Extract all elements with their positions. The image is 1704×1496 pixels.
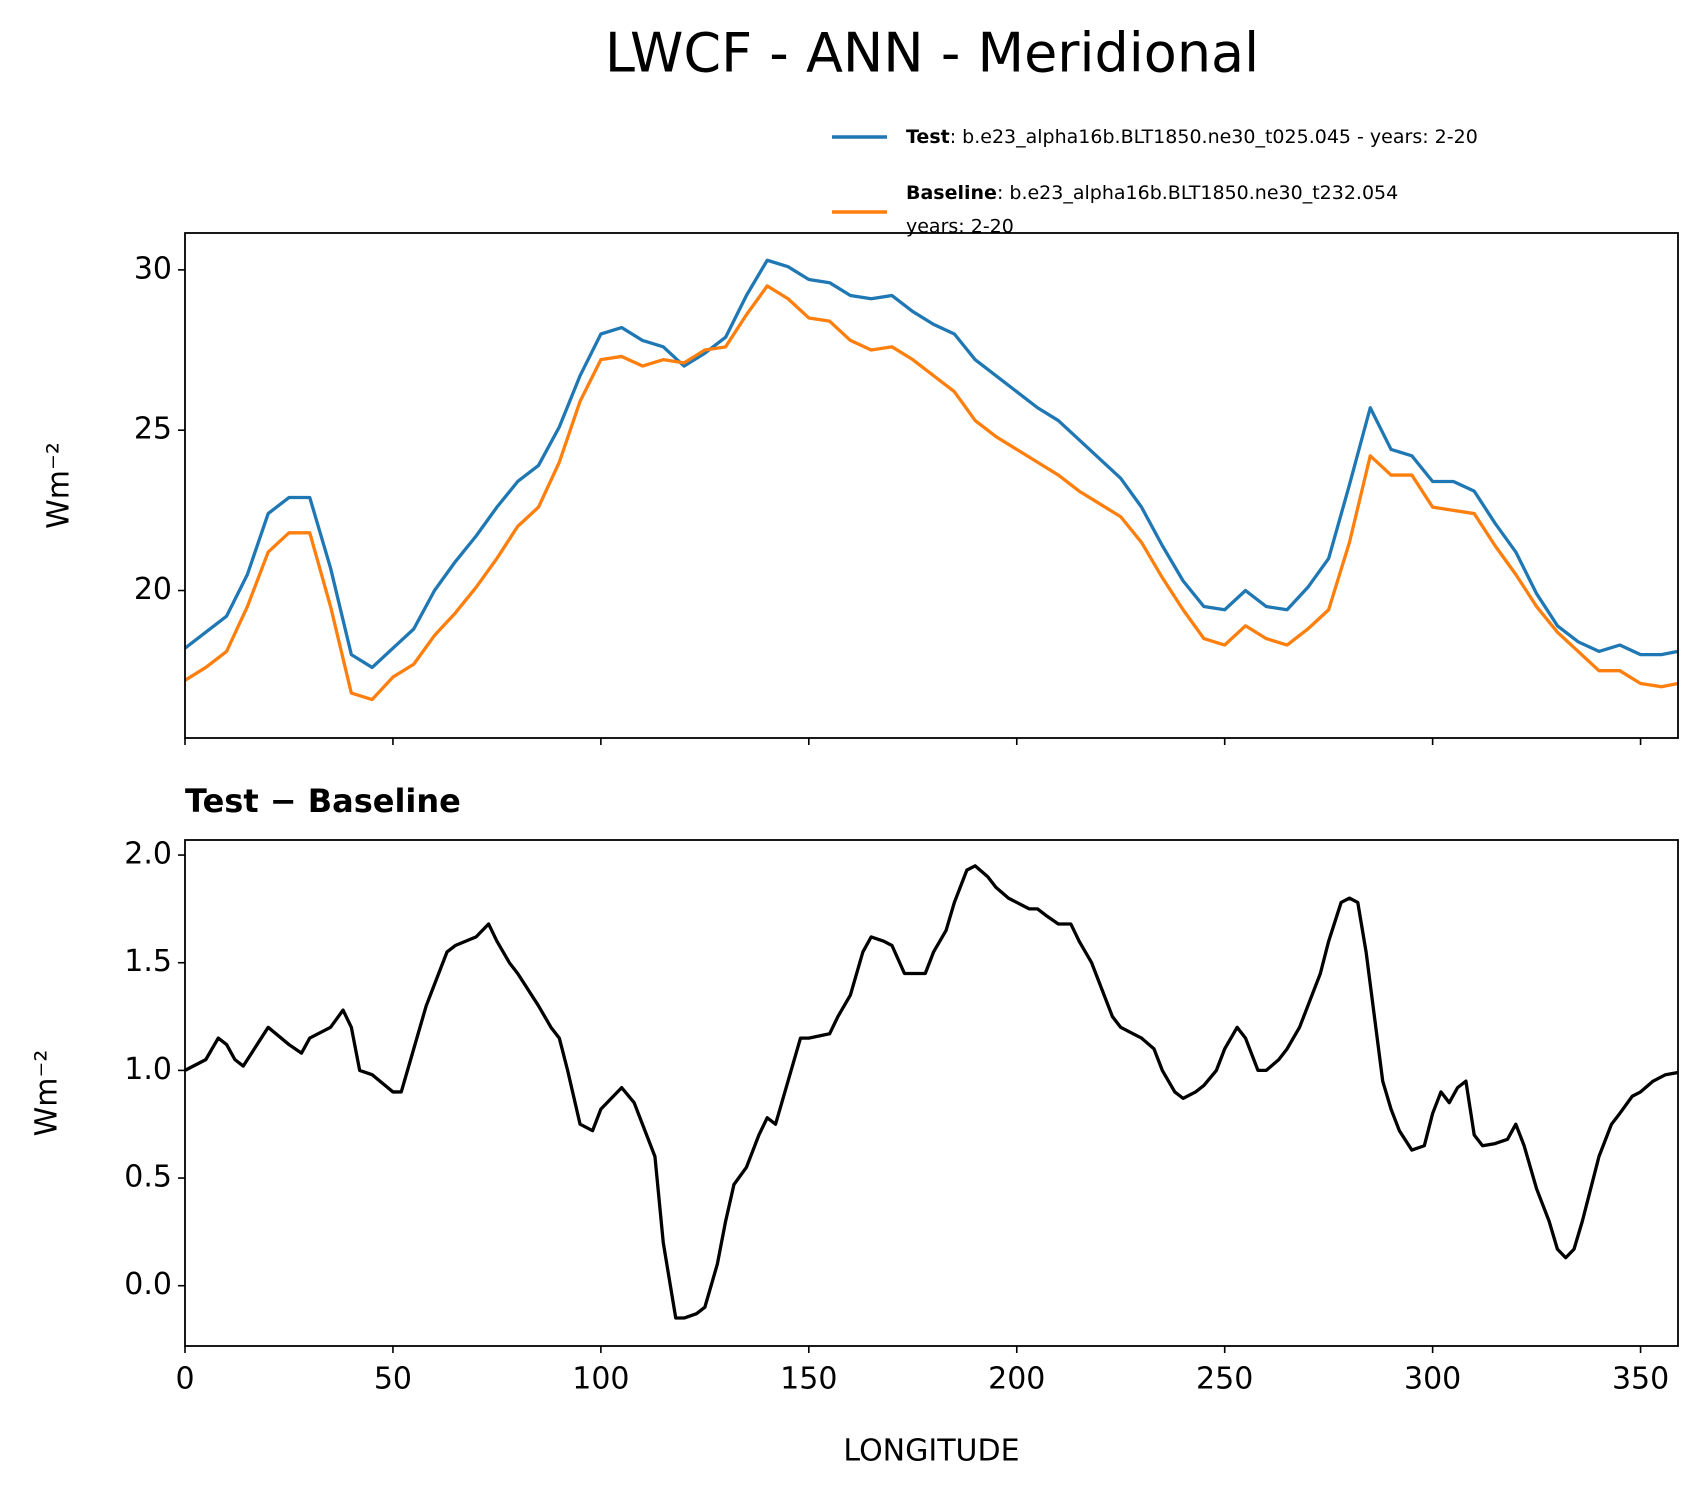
- legend-description: years: 2-20: [906, 216, 1014, 238]
- y-tick-label: 0.0: [124, 1267, 172, 1302]
- data-line: [183, 258, 1679, 670]
- x-tick-label: 0: [175, 1362, 194, 1397]
- legend-name: Test: [906, 126, 950, 148]
- x-tick-label: 100: [572, 1362, 629, 1397]
- y-axis-label: Wm⁻²: [30, 1050, 65, 1137]
- y-tick-label: 25: [134, 412, 172, 447]
- legend-label: Baseline: b.e23_alpha16b.BLT1850.ne30_t2…: [906, 182, 1398, 204]
- x-tick-label: 50: [374, 1362, 412, 1397]
- x-tick-label: 300: [1404, 1362, 1461, 1397]
- legend-label: Test: b.e23_alpha16b.BLT1850.ne30_t025.0…: [906, 126, 1478, 148]
- y-tick-label: 2.0: [124, 837, 172, 872]
- x-tick-label: 250: [1196, 1362, 1253, 1397]
- plot-frame: [184, 839, 1679, 1347]
- legend-description: : b.e23_alpha16b.BLT1850.ne30_t025.045 -…: [950, 126, 1478, 148]
- x-tick-label: 200: [988, 1362, 1045, 1397]
- data-line: [184, 284, 1679, 702]
- legend-description: : b.e23_alpha16b.BLT1850.ne30_t232.054: [997, 182, 1398, 204]
- figure-title: LWCF - ANN - Meridional: [605, 22, 1259, 85]
- y-tick-label: 1.0: [124, 1052, 172, 1087]
- x-tick-label: 150: [780, 1362, 837, 1397]
- y-tick-label: 20: [134, 572, 172, 607]
- y-axis-label: Wm⁻²: [42, 442, 77, 529]
- y-tick-label: 0.5: [124, 1160, 172, 1195]
- subplot-title: Test − Baseline: [185, 782, 461, 820]
- x-tick-label: 350: [1612, 1362, 1669, 1397]
- y-tick-label: 1.5: [124, 944, 172, 979]
- data-line: [184, 864, 1679, 1320]
- legend-name: Baseline: [906, 182, 997, 204]
- x-axis-label: LONGITUDE: [843, 1434, 1019, 1469]
- plot-frame: [184, 232, 1679, 739]
- y-tick-label: 30: [134, 251, 172, 286]
